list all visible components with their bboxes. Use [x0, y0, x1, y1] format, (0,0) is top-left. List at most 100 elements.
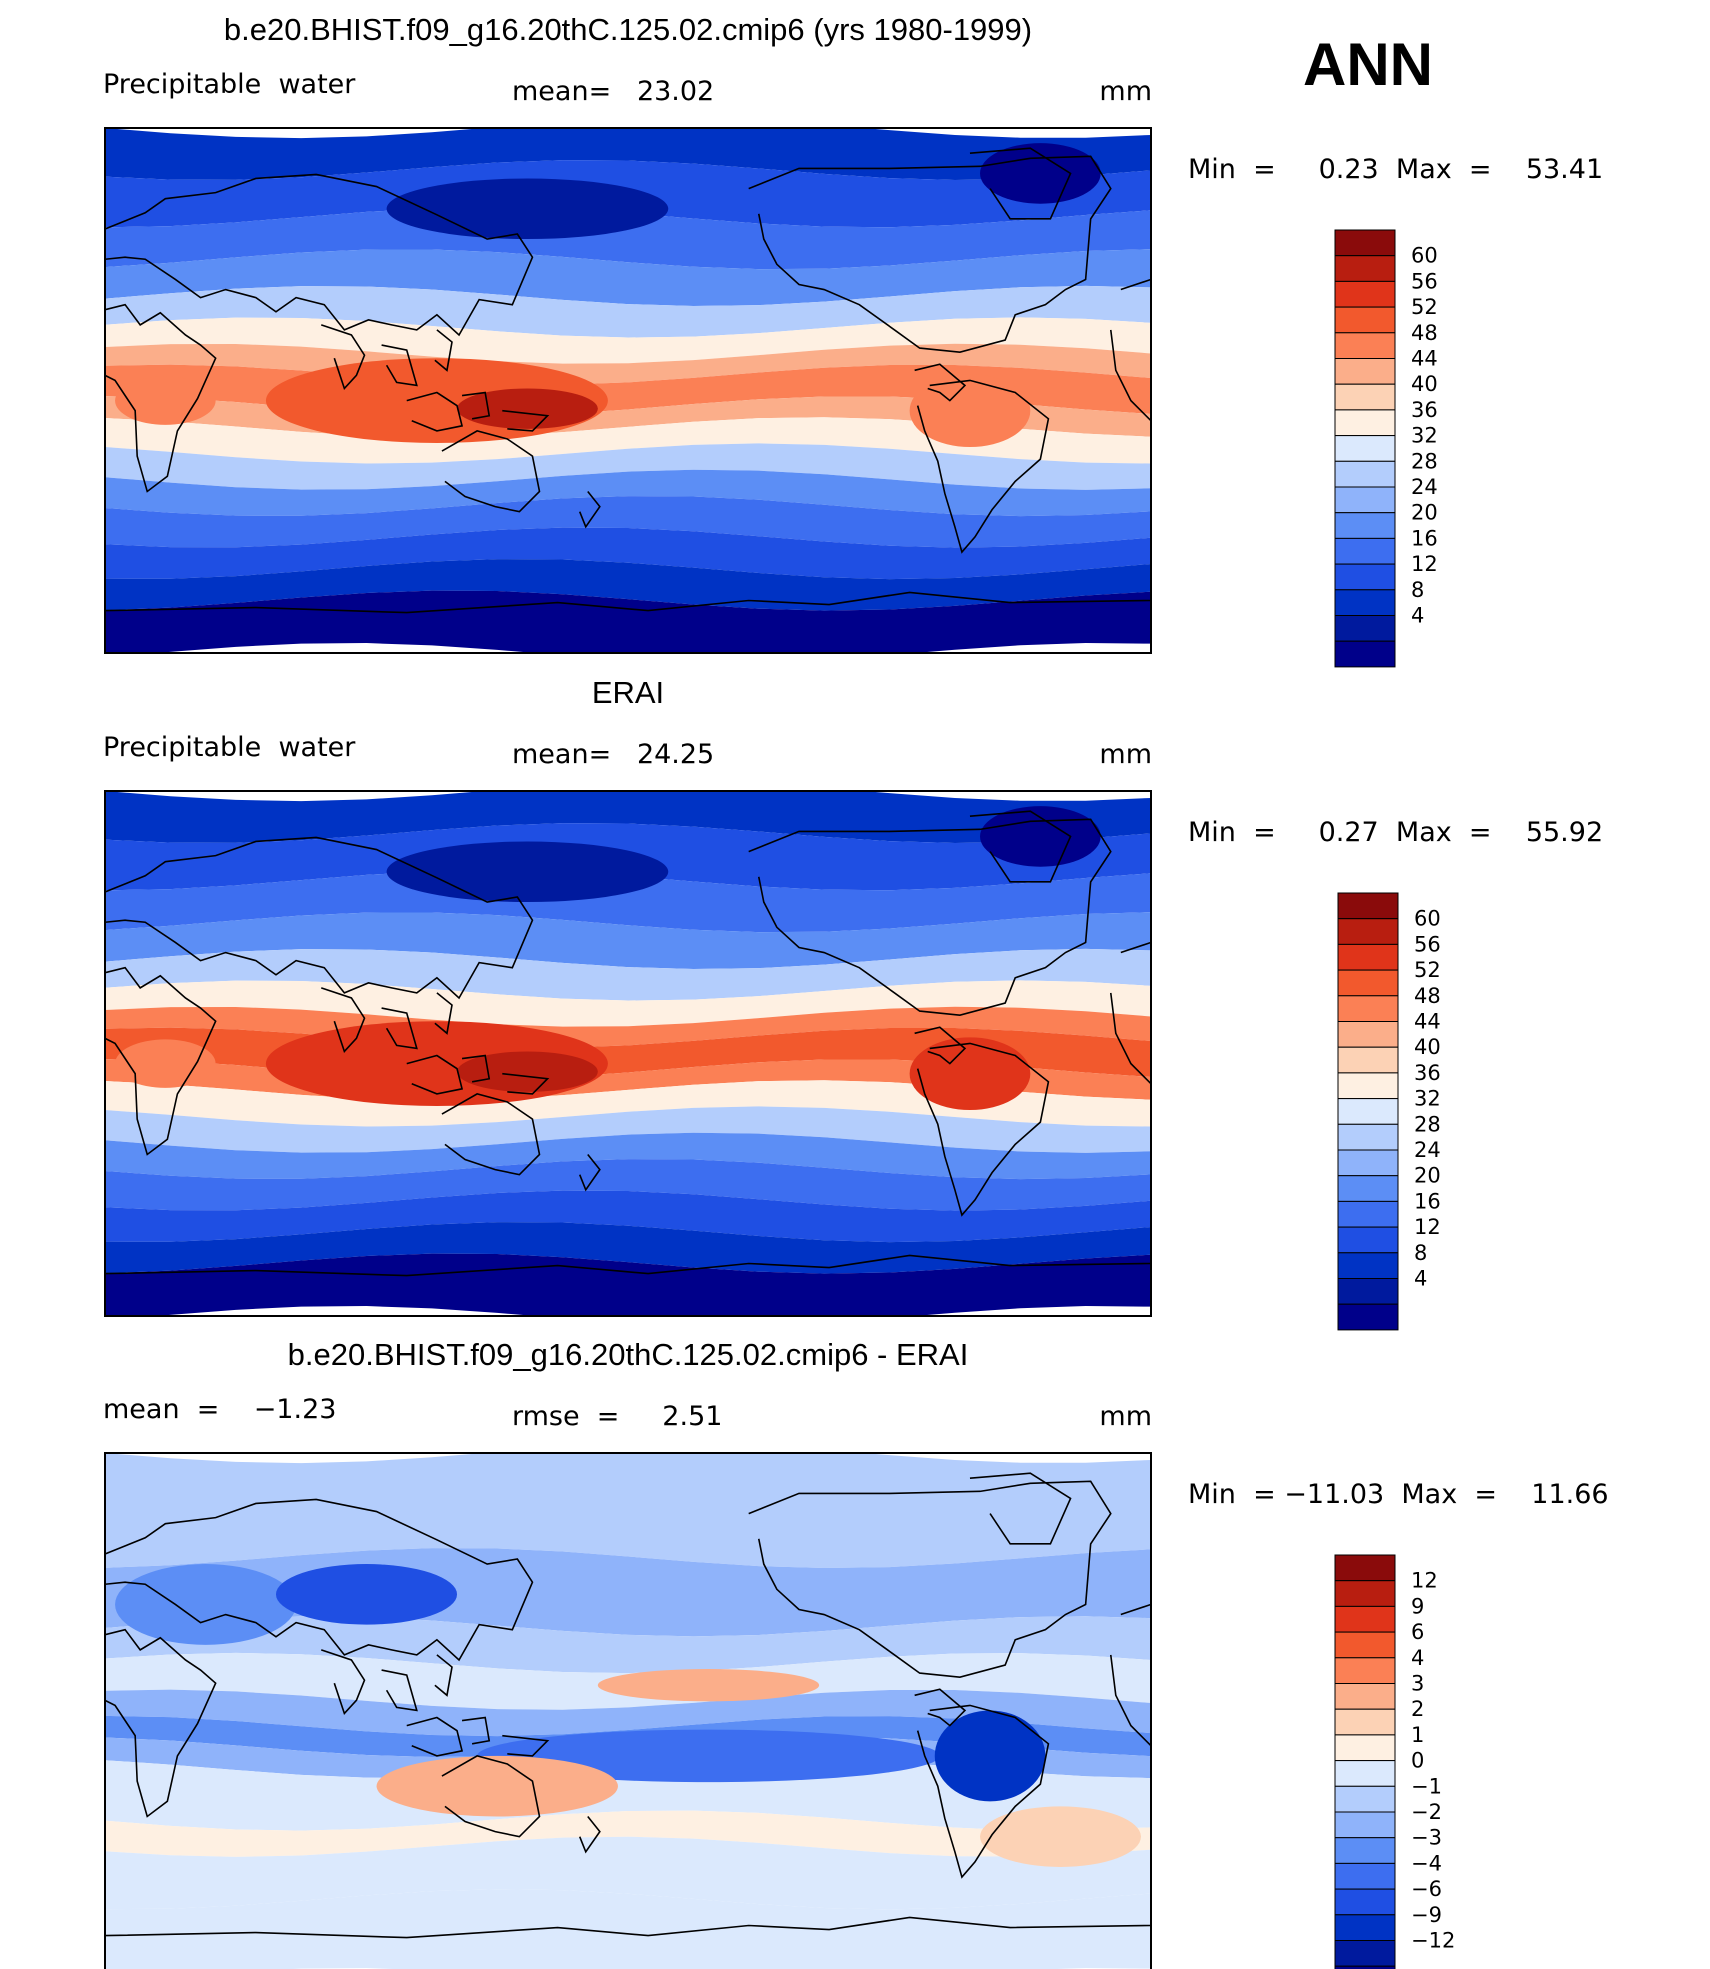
- contour-band: [105, 1253, 1152, 1317]
- contour-band: [105, 469, 1151, 517]
- contour-band: [105, 249, 1151, 307]
- colorbar-box: [1334, 383, 1396, 411]
- contour-band: [105, 590, 1152, 654]
- colorbar-tick: 36: [1414, 1061, 1441, 1085]
- africa-blob: [115, 1039, 216, 1088]
- colorbar-box: [1334, 640, 1396, 668]
- mean-label: mean= 23.02: [512, 76, 714, 107]
- colorbar-box: [1334, 589, 1396, 616]
- contour-band: [105, 1758, 1151, 1831]
- colorbar-tick: 6: [1411, 1620, 1424, 1644]
- panel-1: b.e20.BHIST.f09_g16.20thC.125.02.cmip6 (…: [103, 12, 1603, 668]
- colorbar-box: [1337, 943, 1399, 971]
- colorbar-tick: 60: [1414, 907, 1441, 931]
- colorbar-tick: −1: [1411, 1774, 1442, 1798]
- colorbar-tick: 52: [1414, 958, 1441, 982]
- contour-band: [105, 559, 1151, 611]
- colorbar-box: [1334, 1580, 1396, 1607]
- colorbar-tick: 24: [1414, 1138, 1441, 1162]
- contour-band: [105, 791, 1152, 844]
- colorbar-tick: 32: [1411, 424, 1438, 448]
- greenland-blob: [980, 806, 1101, 867]
- contour-band: [105, 948, 1151, 1001]
- colorbar-tick: 40: [1414, 1035, 1441, 1059]
- colorbar-box: [1337, 892, 1399, 920]
- africa-blob: [115, 376, 216, 425]
- contour-band: [105, 1132, 1151, 1180]
- season-label: ANN: [1303, 31, 1433, 98]
- contour-band: [105, 496, 1151, 548]
- colorbar-tick: 0: [1411, 1749, 1424, 1773]
- map-frame: [104, 127, 1152, 654]
- colorbar-tick: −6: [1411, 1877, 1442, 1901]
- minmax-label: Min = 0.27 Max = 55.92: [1188, 817, 1603, 848]
- colorbar-box: [1334, 332, 1396, 359]
- mean-label: mean= 24.25: [512, 739, 714, 770]
- contour-band: [105, 317, 1151, 364]
- variable-label: mean = −1.23: [103, 1394, 336, 1425]
- contour-band: [105, 1836, 1151, 1910]
- colorbar-box: [1334, 1888, 1396, 1916]
- units-label: mm: [1099, 739, 1152, 770]
- siberia-blob: [386, 841, 669, 903]
- units-label: mm: [1099, 1401, 1152, 1432]
- contour-band: [105, 1616, 1151, 1674]
- contour-band: [105, 980, 1151, 1027]
- colorbar-tick: 36: [1411, 398, 1438, 422]
- contour-band: [105, 870, 1151, 933]
- warm-pool-core: [457, 1051, 598, 1092]
- colorbar-box: [1334, 1811, 1396, 1839]
- colorbar-tick: −2: [1411, 1800, 1442, 1824]
- warm-pool-core: [457, 388, 598, 429]
- colorbar-box: [1337, 1252, 1399, 1280]
- colorbar-box: [1337, 995, 1399, 1022]
- colorbar-box: [1337, 1278, 1399, 1305]
- mean-label: rmse = 2.51: [512, 1401, 722, 1432]
- neg-blob-africa: [115, 1564, 297, 1645]
- pos-blob-australia: [376, 1755, 618, 1817]
- colorbar-tick: −12: [1411, 1929, 1455, 1953]
- colorbar-box: [1334, 435, 1396, 462]
- colorbar-box: [1337, 1226, 1399, 1254]
- colorbar-tick: 12: [1414, 1215, 1441, 1239]
- pos-blob-pacific: [597, 1669, 820, 1702]
- colorbar-box: [1334, 1631, 1396, 1659]
- colorbar-box: [1334, 486, 1396, 514]
- colorbar-box: [1334, 537, 1396, 565]
- colorbar-box: [1337, 1046, 1399, 1074]
- colorbar-tick: 8: [1414, 1241, 1427, 1265]
- siberia-blob: [386, 178, 669, 240]
- contour-band: [105, 207, 1151, 270]
- colorbar-box: [1337, 1021, 1399, 1048]
- colorbar-tick: 12: [1411, 1569, 1438, 1593]
- colorbar-box: [1334, 358, 1396, 385]
- colorbar-box: [1334, 1734, 1396, 1762]
- colorbar-tick: 16: [1414, 1189, 1441, 1213]
- colorbar-box: [1334, 1837, 1396, 1864]
- colorbar-tick: −3: [1411, 1826, 1442, 1850]
- contour-band: [105, 1080, 1151, 1127]
- colorbar-tick: 20: [1414, 1164, 1441, 1188]
- colorbar-tick: 56: [1411, 269, 1438, 293]
- neg-blob-amazon: [934, 1710, 1046, 1802]
- contour-band: [105, 1222, 1151, 1274]
- colorbar-box: [1334, 563, 1396, 591]
- variable-label: Precipitable water: [103, 732, 356, 763]
- variable-label: Precipitable water: [103, 69, 356, 100]
- greenland-blob: [980, 143, 1101, 204]
- neg-blob-asia: [275, 1564, 458, 1625]
- colorbar-box: [1334, 1605, 1396, 1633]
- colorbar-tick: 12: [1411, 552, 1438, 576]
- contour-band: [105, 912, 1151, 970]
- colorbar-tick: 4: [1414, 1267, 1427, 1291]
- colorbar-box: [1334, 1760, 1396, 1787]
- contour-band: [105, 1689, 1151, 1737]
- colorbar-box: [1337, 969, 1399, 997]
- contour-field: [105, 791, 1152, 1317]
- colorbar-box: [1337, 1098, 1399, 1125]
- minmax-label: Min = −11.03 Max = 11.66: [1188, 1479, 1609, 1510]
- colorbar-box: [1334, 615, 1396, 642]
- map-field: [105, 128, 1152, 654]
- pos-blob-atlantic: [980, 1806, 1141, 1867]
- colorbar-box: [1334, 512, 1396, 539]
